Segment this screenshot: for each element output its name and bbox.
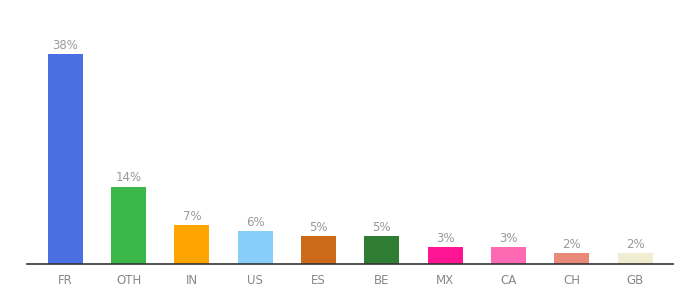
Text: 7%: 7%	[182, 210, 201, 223]
Bar	[491, 248, 526, 264]
Text: 3%: 3%	[499, 232, 517, 245]
Bar	[175, 225, 209, 264]
Bar	[554, 253, 590, 264]
Text: 38%: 38%	[52, 39, 78, 52]
Text: 2%: 2%	[562, 238, 581, 251]
Bar	[301, 236, 336, 264]
Bar	[111, 187, 146, 264]
Bar	[364, 236, 399, 264]
Text: 6%: 6%	[246, 216, 265, 229]
Bar	[618, 253, 653, 264]
Text: 3%: 3%	[436, 232, 454, 245]
Bar	[238, 231, 273, 264]
Text: 2%: 2%	[626, 238, 645, 251]
Text: 5%: 5%	[373, 221, 391, 234]
Bar	[48, 54, 82, 264]
Text: 14%: 14%	[116, 172, 141, 184]
Text: 5%: 5%	[309, 221, 328, 234]
Bar	[428, 248, 462, 264]
